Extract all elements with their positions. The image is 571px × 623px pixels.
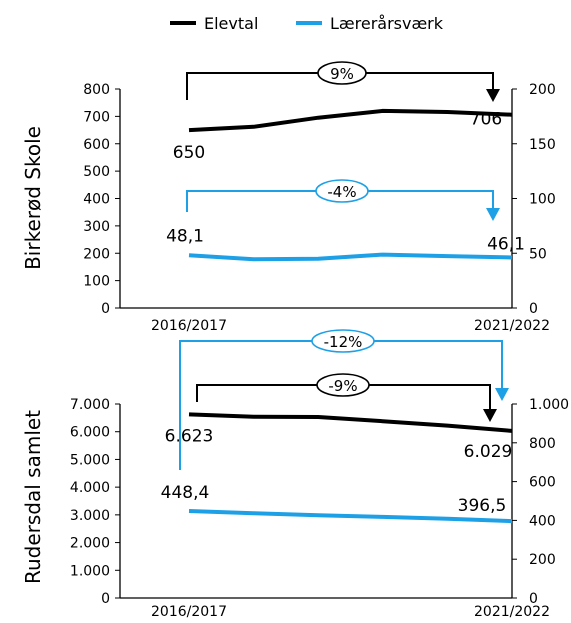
callout-label: 9% bbox=[330, 65, 354, 83]
callout-arrow bbox=[483, 409, 497, 422]
x-tick-label: 2016/2017 bbox=[151, 604, 227, 620]
callout-arrow bbox=[486, 208, 500, 221]
callout-label: -12% bbox=[324, 333, 363, 351]
callout-oval bbox=[317, 61, 367, 85]
left-tick-label: 200 bbox=[83, 246, 110, 262]
series-line-elevtal bbox=[188, 412, 513, 433]
left-tick-label: 0 bbox=[101, 591, 110, 607]
callout-label: -4% bbox=[327, 183, 356, 201]
right-tick-label: 0 bbox=[529, 591, 538, 607]
callout-arrow bbox=[486, 89, 500, 102]
data-label-end: 6.029 bbox=[464, 442, 513, 462]
left-tick-label: 500 bbox=[83, 164, 110, 180]
right-tick-label: 150 bbox=[529, 137, 556, 153]
left-tick-label: 5.000 bbox=[70, 452, 110, 468]
y-axis-title: Birkerød Skole bbox=[21, 126, 45, 270]
right-tick-label: 0 bbox=[529, 301, 538, 317]
x-tick-label: 2021/2022 bbox=[474, 318, 550, 334]
left-tick-label: 800 bbox=[83, 82, 110, 98]
left-tick-label: 4.000 bbox=[70, 480, 110, 496]
data-label-start: 448,4 bbox=[161, 483, 210, 503]
left-tick-label: 700 bbox=[83, 109, 110, 125]
callout-oval bbox=[316, 373, 370, 397]
right-tick-label: 200 bbox=[529, 82, 556, 98]
left-tick-label: 100 bbox=[83, 274, 110, 290]
chart-panels: 0 100 200 300 400 500 600 700 800 0 50 100 150 200 201… bbox=[21, 61, 569, 620]
data-label-start: 48,1 bbox=[166, 226, 204, 246]
chart-panel: 0 1.000 2.000 3.000 4.000 5.000 6.000 7.000 0 200… bbox=[21, 329, 569, 620]
y-axis-title: Rudersdal samlet bbox=[21, 410, 45, 584]
left-tick-label: 2.000 bbox=[70, 536, 110, 552]
left-tick-label: 600 bbox=[83, 137, 110, 153]
data-label-start: 650 bbox=[173, 143, 205, 163]
series-line-laerer bbox=[188, 509, 513, 524]
right-tick-label: 200 bbox=[529, 552, 556, 568]
left-tick-label: 400 bbox=[83, 192, 110, 208]
callout-label: -9% bbox=[328, 377, 357, 395]
left-tick-label: 1.000 bbox=[70, 563, 110, 579]
right-tick-label: 1.000 bbox=[529, 397, 569, 413]
legend: Elevtal Lærerårsværk bbox=[170, 14, 444, 33]
left-tick-label: 3.000 bbox=[70, 508, 110, 524]
left-tick-label: 7.000 bbox=[70, 397, 110, 413]
data-label-start: 6.623 bbox=[165, 426, 214, 446]
legend-label-laerer: Lærerårsværk bbox=[330, 14, 444, 33]
data-label-end: 46,1 bbox=[487, 235, 525, 255]
data-label-end: 396,5 bbox=[458, 496, 507, 516]
callout-oval bbox=[311, 329, 375, 353]
x-tick-label: 2016/2017 bbox=[151, 318, 227, 334]
callout-bracket bbox=[179, 340, 503, 470]
callout-arrow bbox=[495, 388, 509, 401]
x-tick-label: 2021/2022 bbox=[474, 604, 550, 620]
right-tick-label: 400 bbox=[529, 513, 556, 529]
data-label-end: 706 bbox=[470, 110, 502, 130]
legend-label-elevtal: Elevtal bbox=[204, 14, 258, 33]
right-tick-label: 800 bbox=[529, 436, 556, 452]
chart-panel: 0 100 200 300 400 500 600 700 800 0 50 100 150 200 201… bbox=[21, 61, 556, 334]
right-tick-label: 50 bbox=[529, 246, 547, 262]
series-line-laerer bbox=[188, 252, 513, 262]
left-tick-label: 300 bbox=[83, 219, 110, 235]
left-tick-label: 6.000 bbox=[70, 425, 110, 441]
callout-oval bbox=[315, 179, 369, 203]
left-tick-label: 0 bbox=[101, 301, 110, 317]
right-tick-label: 100 bbox=[529, 192, 556, 208]
right-tick-label: 600 bbox=[529, 475, 556, 491]
series-line-elevtal bbox=[188, 108, 513, 133]
